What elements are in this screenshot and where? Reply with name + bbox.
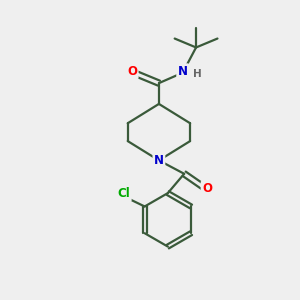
Text: H: H: [193, 69, 201, 79]
Text: O: O: [202, 182, 212, 195]
Text: N: N: [178, 65, 188, 78]
Text: Cl: Cl: [118, 188, 130, 200]
Text: N: N: [154, 154, 164, 167]
Text: O: O: [127, 65, 137, 78]
